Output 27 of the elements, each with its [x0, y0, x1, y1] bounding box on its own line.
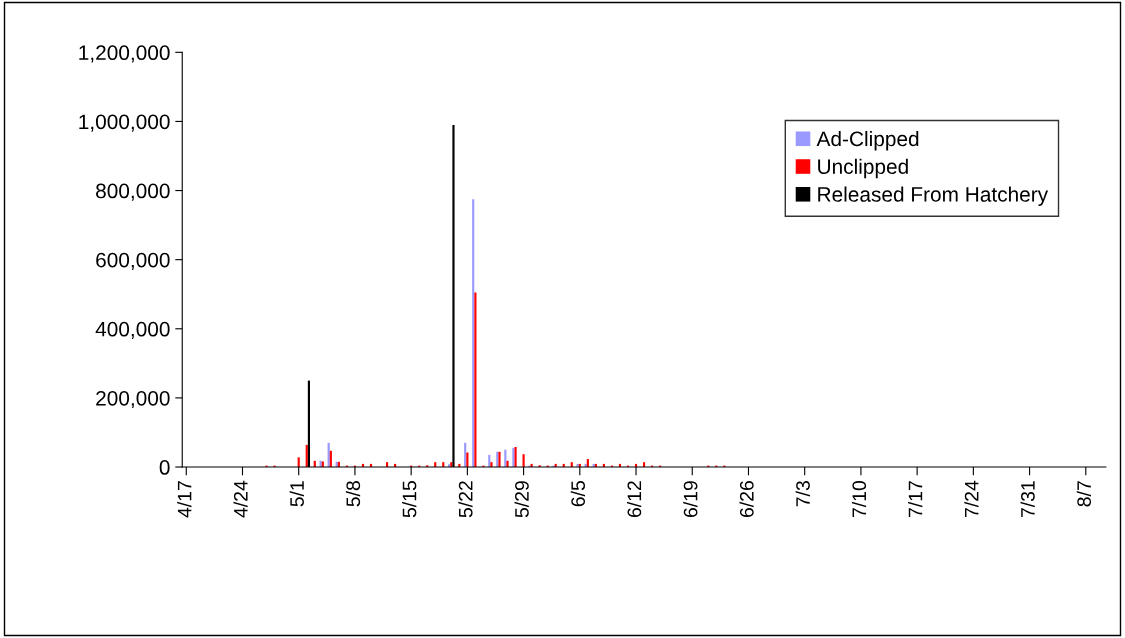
- y-tick-label: 800,000: [96, 183, 170, 201]
- x-tick-label: 5/29: [514, 481, 529, 518]
- x-tick-label: 6/19: [683, 481, 698, 518]
- x-tick-label: 5/8: [345, 481, 361, 507]
- y-tick-label: 400,000: [95, 321, 170, 339]
- x-tick-label: 6/26: [739, 481, 754, 518]
- x-tick-label: 7/24: [964, 480, 979, 518]
- x-tick-label: 4/17: [177, 481, 192, 518]
- legend-label: Released From Hatchery: [818, 186, 1049, 206]
- y-tick-label: 600,000: [96, 252, 170, 270]
- x-tick-label: 8/7: [1076, 481, 1092, 507]
- y-tick-label: 0: [159, 460, 170, 475]
- x-tick-label: 5/1: [289, 481, 304, 507]
- legend-label: Unclipped: [818, 158, 908, 179]
- x-tick-label: 7/3: [795, 481, 810, 507]
- x-tick-label: 4/24: [233, 480, 248, 518]
- y-tick-label: 200,000: [96, 390, 170, 409]
- x-tick-label: 6/5: [570, 481, 586, 507]
- legend-label: Ad-Clipped: [816, 130, 919, 151]
- x-tick-label: 6/12: [626, 481, 642, 518]
- x-tick-label: 7/31: [1020, 481, 1035, 518]
- y-tick-label: 1,000,000: [79, 114, 170, 132]
- x-tick-label: 7/17: [908, 481, 923, 518]
- x-tick-label: 7/10: [851, 480, 867, 518]
- x-tick-label: 5/15: [402, 481, 417, 518]
- x-tick-label: 5/22: [458, 481, 473, 518]
- y-tick-label: 1,200,000: [79, 45, 170, 63]
